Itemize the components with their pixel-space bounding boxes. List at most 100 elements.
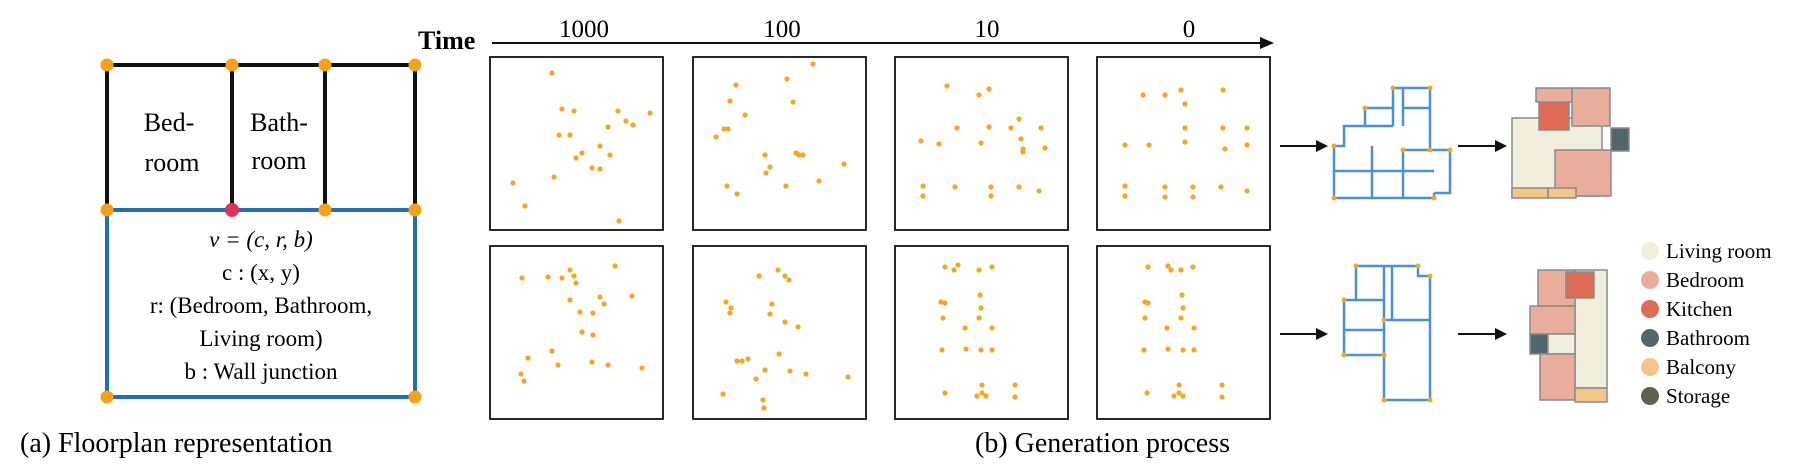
corner-point bbox=[713, 134, 719, 140]
corner-point bbox=[597, 294, 603, 300]
corner-point bbox=[522, 203, 528, 209]
legend-swatch bbox=[1641, 300, 1659, 318]
corner-point bbox=[1162, 92, 1168, 98]
corner-point bbox=[559, 275, 565, 281]
corner-point bbox=[545, 274, 551, 280]
caption-b: (b) Generation process bbox=[975, 428, 1230, 459]
corner-point bbox=[979, 382, 985, 388]
corner-point bbox=[723, 299, 729, 305]
corner-point bbox=[1190, 264, 1196, 270]
corner-point bbox=[1141, 347, 1147, 353]
corner-point bbox=[1191, 325, 1197, 331]
corner-point bbox=[1038, 125, 1044, 131]
corner-point bbox=[567, 267, 573, 273]
corner-point bbox=[810, 61, 816, 67]
floorplan-result-2 bbox=[1529, 269, 1608, 403]
corner-point bbox=[936, 141, 942, 147]
corner-point bbox=[1180, 347, 1186, 353]
corner-point bbox=[525, 355, 531, 361]
corner-point bbox=[988, 184, 994, 190]
wall-junctions bbox=[100, 58, 422, 404]
corner-point bbox=[978, 347, 984, 353]
corner-point bbox=[519, 275, 525, 281]
corner-point bbox=[605, 124, 611, 130]
corner-point bbox=[589, 359, 595, 365]
diffusion-frame-r1-t1000 bbox=[489, 56, 664, 231]
corner-point bbox=[733, 82, 739, 88]
wall-graph-result-1 bbox=[1332, 86, 1452, 200]
corner-point bbox=[559, 106, 565, 112]
corner-point bbox=[579, 150, 585, 156]
corner-point bbox=[763, 170, 769, 176]
highlighted-junction bbox=[225, 203, 239, 217]
corner-point bbox=[630, 122, 636, 128]
corner-point bbox=[782, 319, 788, 325]
corner-point bbox=[1180, 393, 1186, 399]
corner-point bbox=[647, 110, 653, 116]
corner-point bbox=[734, 191, 740, 197]
corner-point bbox=[1220, 87, 1226, 93]
corner-point bbox=[1016, 184, 1022, 190]
corner-point bbox=[938, 299, 944, 305]
corner-point bbox=[1190, 194, 1196, 200]
corner-point bbox=[555, 362, 561, 368]
bathroom-label-line1: Bath- bbox=[250, 108, 308, 137]
legend-label: Living room bbox=[1666, 239, 1772, 263]
corner-point bbox=[753, 376, 759, 382]
legend-label: Balcony bbox=[1666, 355, 1736, 379]
corner-point bbox=[1164, 325, 1170, 331]
corner-point bbox=[1146, 142, 1152, 148]
definition-v: v = (c, r, b) bbox=[209, 227, 313, 252]
corner-point bbox=[1042, 145, 1048, 151]
legend-swatch bbox=[1641, 387, 1659, 405]
corner-point bbox=[976, 315, 982, 321]
corner-point bbox=[1122, 183, 1128, 189]
corner-point bbox=[783, 183, 789, 189]
corner-point bbox=[976, 267, 982, 273]
corner-point bbox=[727, 310, 733, 316]
corner-point bbox=[727, 98, 733, 104]
corner-point bbox=[954, 125, 960, 131]
corner-point bbox=[1145, 264, 1151, 270]
corner-point bbox=[567, 132, 573, 138]
corner-point bbox=[942, 390, 948, 396]
definition-c: c : (x, y) bbox=[222, 260, 300, 285]
corner-point bbox=[977, 292, 983, 298]
corner-point bbox=[1179, 292, 1185, 298]
legend-label: Bathroom bbox=[1666, 326, 1750, 350]
corner-point bbox=[1162, 184, 1168, 190]
corner-point bbox=[1012, 394, 1018, 400]
corner-point bbox=[1018, 136, 1024, 142]
diffusion-frame-r2-t10 bbox=[894, 245, 1069, 420]
corner-point bbox=[784, 76, 790, 82]
process-arrows bbox=[1280, 140, 1507, 340]
corner-point bbox=[974, 393, 980, 399]
corner-point bbox=[1178, 267, 1184, 273]
corner-point bbox=[963, 346, 969, 352]
corner-point bbox=[918, 138, 924, 144]
corner-point bbox=[942, 300, 948, 306]
corner-point bbox=[1036, 188, 1042, 194]
corner-point bbox=[796, 152, 802, 158]
bathroom-label-line2: room bbox=[252, 146, 307, 175]
corner-point bbox=[976, 92, 982, 98]
corner-point bbox=[597, 166, 603, 172]
corner-point bbox=[1219, 394, 1225, 400]
corner-point bbox=[989, 264, 995, 270]
corner-point bbox=[944, 83, 950, 89]
time-axis-arrowhead bbox=[1260, 37, 1274, 49]
corner-point bbox=[1222, 146, 1228, 152]
corner-point bbox=[955, 262, 961, 268]
corner-point bbox=[1165, 346, 1171, 352]
legend-swatch bbox=[1641, 271, 1659, 289]
corner-point bbox=[1219, 382, 1225, 388]
corner-point bbox=[1165, 263, 1171, 269]
corner-point bbox=[989, 325, 995, 331]
corner-point bbox=[962, 325, 968, 331]
legend-label: Storage bbox=[1666, 384, 1730, 408]
corner-point bbox=[724, 183, 730, 189]
definition-r: r: (Bedroom, Bathroom, bbox=[150, 293, 372, 318]
bedroom-label-line2: room bbox=[145, 148, 200, 177]
time-label: Time bbox=[418, 26, 475, 55]
wall-graph-result-1-corners bbox=[1331, 85, 1453, 201]
